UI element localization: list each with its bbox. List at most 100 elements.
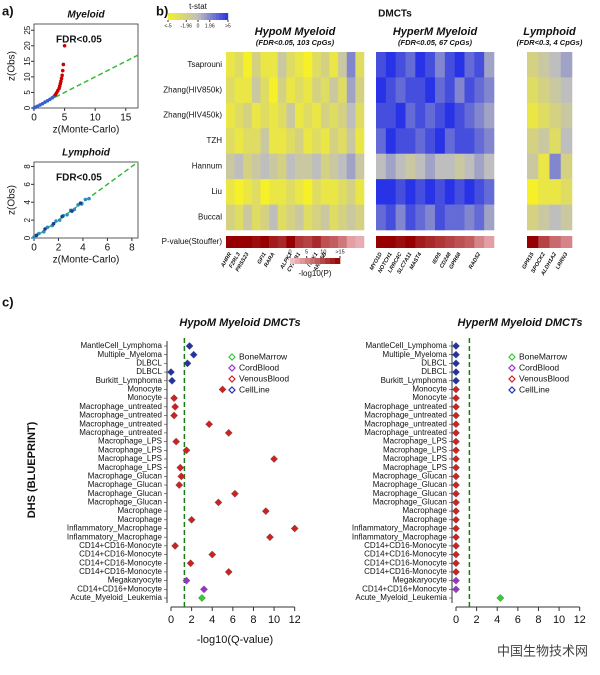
- heatmap-cell: [260, 179, 270, 205]
- category-label: CD14+CD16-Monocyte: [79, 550, 162, 559]
- category-label: Macrophage: [118, 506, 163, 515]
- point: [452, 515, 460, 524]
- pvalue-row-label: P-value(Stouffer): [162, 237, 223, 246]
- heatmap-cell: [464, 179, 475, 205]
- category-label: Monocyte: [127, 385, 162, 394]
- heatmap-cell: [303, 179, 313, 205]
- heatmap-cell: [234, 102, 244, 129]
- heatmap-cell: [385, 52, 396, 78]
- heatmap-cell: [226, 77, 235, 104]
- heatmap-cell: [355, 153, 365, 180]
- heatmap-cell: [269, 128, 279, 155]
- pvalue-cell: [286, 236, 296, 248]
- pvalue-cell: [226, 236, 235, 248]
- heatmap-cell: [346, 204, 356, 231]
- heatmap-cell: [286, 102, 296, 129]
- point: [452, 350, 460, 359]
- category-label: Inflammatory_Macrophage: [352, 532, 448, 541]
- heatmap-cell: [484, 204, 495, 231]
- heatmap-cell: [338, 52, 348, 78]
- heatmap-cell: [405, 128, 416, 155]
- legend-tick-label: 0: [288, 249, 291, 255]
- point: [186, 559, 195, 568]
- heatmap-cell: [376, 102, 387, 129]
- heatmap-cell: [295, 128, 304, 155]
- heatmap-cell: [474, 102, 485, 129]
- heatmap-cell: [415, 179, 426, 205]
- column-label: IER5: [432, 251, 444, 265]
- pvalue-cell: [395, 236, 406, 248]
- legend-swatch: [201, 13, 205, 20]
- pvalue-cell: [464, 236, 475, 248]
- heatmap-cell: [444, 179, 455, 205]
- point: [452, 507, 460, 515]
- legend-marker: [228, 375, 236, 383]
- category-label: Macrophage: [403, 506, 448, 515]
- point: [175, 481, 184, 489]
- heatmap-cell: [538, 52, 550, 78]
- category-label: CD14+CD16-Monocyte: [364, 558, 447, 567]
- heatmap-cell: [312, 77, 322, 104]
- heatmap-cell: [484, 52, 495, 78]
- heatmap-cell: [329, 179, 339, 205]
- heatmap-cell: [560, 204, 573, 231]
- heatmap-cell: [251, 102, 261, 129]
- point: [87, 196, 91, 201]
- category-label: CD14+CD16-Monocyte: [79, 541, 162, 550]
- category-label: Macrophage_untreated: [79, 411, 162, 420]
- heatmap-cell: [444, 77, 455, 104]
- heatmap-cell: [415, 153, 426, 180]
- y-tick-label: 0: [23, 235, 32, 240]
- point: [224, 429, 233, 437]
- point: [51, 221, 56, 226]
- category-label: DLBCL: [136, 367, 162, 376]
- heatmap-cell: [329, 102, 339, 129]
- x-tick-label: 0: [453, 614, 459, 626]
- pvalue-cell: [538, 236, 550, 248]
- category-label: Acute_Myeloid_Leukemia: [355, 593, 447, 602]
- point: [62, 43, 67, 48]
- heatmap-cell: [454, 102, 465, 129]
- heatmap-cell: [527, 52, 539, 78]
- heatmap-cell: [425, 102, 436, 129]
- heatmap-cell: [385, 128, 396, 155]
- heatmap-cell: [286, 52, 296, 78]
- legend-swatch: [204, 13, 208, 20]
- pvalue-cell: [435, 236, 446, 248]
- heatmap-cell: [295, 77, 304, 104]
- heatmap-cell: [329, 153, 339, 180]
- heatmap-cell: [338, 204, 348, 231]
- legend-swatch: [198, 13, 202, 20]
- x-tick-label: 10: [90, 113, 102, 124]
- heatmap-cell: [338, 179, 348, 205]
- heatmap-cell: [329, 204, 339, 231]
- heatmap-cell: [269, 52, 279, 78]
- heatmap-cell: [338, 102, 348, 129]
- pvalue-cell: [338, 236, 348, 248]
- point: [231, 489, 239, 498]
- heatmap-cell: [251, 77, 261, 104]
- heatmap-cell: [474, 77, 485, 104]
- heatmap-cell: [355, 77, 365, 104]
- heatmap-cell: [538, 153, 550, 180]
- legend-title: -log10(P): [299, 269, 332, 278]
- heatmap-cell: [385, 179, 396, 205]
- heatmap-cell: [251, 153, 261, 180]
- legend-marker: [508, 386, 516, 394]
- x-tick-label: 12: [574, 614, 586, 626]
- heatmap-cell: [277, 102, 287, 129]
- point: [452, 411, 460, 420]
- row-label: Tsaprouni: [187, 60, 222, 69]
- pvalue-cell: [251, 236, 261, 248]
- row-label: Zhang(HIV850k): [163, 85, 222, 94]
- heatmap-cell: [454, 204, 465, 231]
- point: [57, 218, 62, 222]
- x-axis-label: z(Monte-Carlo): [53, 125, 120, 136]
- heatmap-cell: [464, 102, 475, 129]
- heatmap-cell: [527, 179, 539, 205]
- legend-swatch: [183, 13, 187, 20]
- annotation: FDR<0.05: [56, 173, 102, 184]
- legend-title: t-stat: [189, 2, 208, 11]
- heatmap-cell: [226, 52, 235, 78]
- pvalue-cell: [234, 236, 244, 248]
